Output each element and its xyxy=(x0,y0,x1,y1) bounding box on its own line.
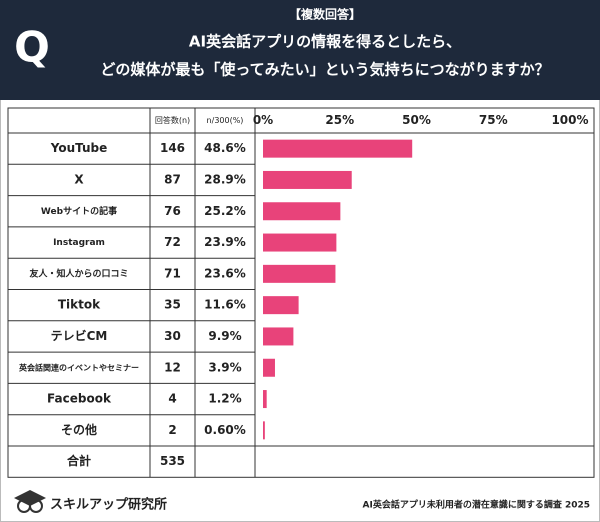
source: AI英会話アプリ未利用者の潜在意識に関する調査 2025 xyxy=(363,499,591,511)
bar xyxy=(263,170,352,189)
percent-cell: 0.60% xyxy=(204,423,246,437)
count-cell: 87 xyxy=(164,172,181,186)
x-tick-label: 50% xyxy=(402,113,431,127)
column-header: 回答数(n) xyxy=(155,115,190,125)
category-label: その他 xyxy=(61,422,97,437)
x-tick-label: 0% xyxy=(253,113,273,127)
count-cell: 146 xyxy=(160,141,185,155)
category-label: 友人・知人からの口コミ xyxy=(29,267,128,279)
percent-cell: 48.6% xyxy=(204,141,246,155)
bar xyxy=(263,390,267,409)
bar xyxy=(263,233,337,252)
total-count: 535 xyxy=(160,454,185,468)
percent-cell: 9.9% xyxy=(208,329,241,343)
category-label: Facebook xyxy=(47,392,112,406)
x-tick-label: 75% xyxy=(479,113,508,127)
count-cell: 12 xyxy=(164,360,181,374)
percent-cell: 1.2% xyxy=(208,392,241,406)
title-line: どの媒体が最も「使ってみたい」という気持ちにつながりますか？ xyxy=(100,61,549,79)
x-tick-label: 25% xyxy=(325,113,354,127)
percent-cell: 28.9% xyxy=(204,172,246,186)
bar xyxy=(263,358,275,377)
logo-text: スキルアップ研究所 xyxy=(50,497,167,513)
category-label: 英会話関連のイベントやセミナー xyxy=(18,362,139,372)
logo xyxy=(14,490,46,513)
count-cell: 76 xyxy=(164,204,181,218)
x-tick-label: 100% xyxy=(551,113,588,127)
count-cell: 30 xyxy=(164,329,181,343)
category-label: Instagram xyxy=(53,238,105,248)
bar xyxy=(263,264,336,283)
q-mark: Q xyxy=(14,23,50,72)
column-header: n/300(%) xyxy=(207,116,244,125)
category-label: X xyxy=(74,172,84,186)
count-cell: 72 xyxy=(164,235,181,249)
header-band xyxy=(0,0,600,100)
percent-cell: 23.6% xyxy=(204,266,246,280)
bar xyxy=(263,327,294,346)
category-label: Webサイトの記事 xyxy=(41,205,117,217)
bar xyxy=(263,421,265,440)
category-label: Tiktok xyxy=(58,298,101,312)
count-cell: 4 xyxy=(168,392,176,406)
percent-cell: 3.9% xyxy=(208,360,241,374)
percent-cell: 11.6% xyxy=(204,298,246,312)
bar xyxy=(263,202,341,221)
category-label: YouTube xyxy=(50,141,108,155)
count-cell: 2 xyxy=(168,423,176,437)
percent-cell: 23.9% xyxy=(204,235,246,249)
bar xyxy=(263,139,413,158)
bar xyxy=(263,296,299,315)
header-tag: 【複数回答】 xyxy=(289,7,361,22)
table-border xyxy=(7,107,595,478)
total-label: 合計 xyxy=(67,453,91,468)
title-line: AI英会話アプリの情報を得るとしたら、 xyxy=(189,33,461,51)
percent-cell: 25.2% xyxy=(204,204,246,218)
count-cell: 35 xyxy=(164,298,181,312)
count-cell: 71 xyxy=(164,266,181,280)
category-label: テレビCM xyxy=(51,328,108,343)
